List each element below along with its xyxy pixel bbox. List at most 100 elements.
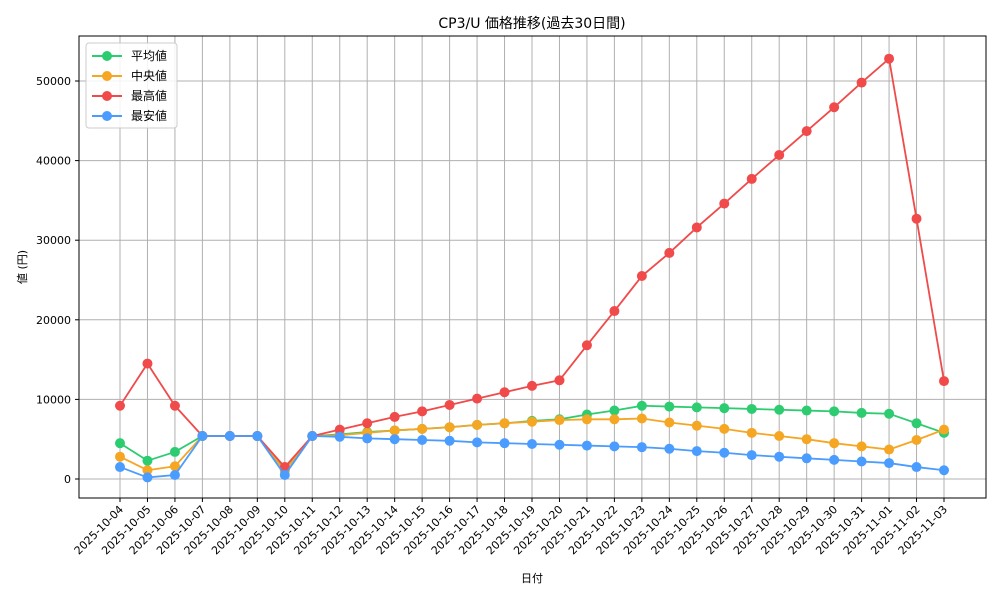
data-point	[362, 418, 373, 429]
data-point	[307, 431, 318, 442]
data-point	[554, 375, 565, 386]
data-point	[142, 465, 153, 476]
data-point	[417, 434, 428, 445]
data-point	[142, 358, 153, 369]
legend-item: 最高値	[92, 88, 167, 103]
data-point	[609, 306, 620, 317]
data-point	[911, 213, 922, 224]
data-point	[664, 417, 675, 428]
data-point	[939, 465, 949, 476]
data-point	[801, 453, 812, 464]
y-tick-label: 40000	[36, 155, 71, 168]
data-point	[115, 451, 125, 462]
data-point	[609, 405, 620, 416]
data-point	[444, 422, 455, 433]
data-point	[527, 438, 537, 449]
y-tick-label: 30000	[36, 234, 71, 247]
data-point	[554, 415, 565, 426]
y-tick-label: 50000	[36, 75, 71, 88]
data-point	[389, 425, 400, 436]
data-point	[472, 393, 483, 404]
chart-title: CP3/U 価格推移(過去30日間)	[438, 16, 625, 32]
data-point	[362, 433, 373, 444]
legend-label: 最高値	[131, 88, 167, 103]
data-point	[719, 403, 730, 414]
data-point	[939, 376, 949, 387]
data-point	[581, 440, 592, 451]
legend-label: 中央値	[131, 68, 167, 83]
data-point	[499, 418, 510, 429]
data-point	[664, 401, 675, 412]
data-point	[664, 443, 675, 454]
data-point	[746, 403, 757, 414]
data-point	[609, 414, 620, 425]
data-point	[527, 380, 537, 391]
data-point	[774, 404, 785, 415]
data-point	[169, 470, 180, 481]
series-3	[115, 431, 949, 483]
data-point	[417, 406, 428, 417]
data-point	[169, 400, 180, 411]
legend-label: 最安値	[131, 108, 167, 123]
legend-marker-icon	[102, 71, 112, 81]
data-point	[197, 431, 208, 442]
data-point	[774, 150, 785, 161]
data-point	[801, 434, 812, 445]
data-point	[527, 416, 537, 427]
data-point	[581, 414, 592, 425]
data-point	[636, 400, 647, 411]
data-point	[444, 435, 455, 446]
data-point	[115, 400, 125, 411]
data-point	[224, 431, 235, 442]
data-point	[472, 419, 483, 430]
data-point	[719, 447, 730, 458]
data-point	[444, 399, 455, 410]
legend-label: 平均値	[131, 48, 167, 63]
data-point	[691, 402, 702, 413]
data-point	[774, 431, 785, 442]
data-point	[609, 441, 620, 452]
data-point	[636, 271, 647, 282]
data-point	[911, 434, 922, 445]
data-point	[719, 423, 730, 434]
x-axis-label: 日付	[521, 572, 543, 585]
data-point	[252, 431, 263, 442]
data-point	[829, 102, 840, 113]
data-point	[856, 77, 867, 88]
data-point	[719, 198, 730, 209]
data-point	[884, 408, 895, 419]
data-point	[801, 126, 812, 137]
data-point	[939, 424, 949, 435]
y-axis-label: 値 (円)	[16, 250, 29, 284]
legend-item: 最安値	[92, 108, 167, 123]
data-point	[856, 441, 867, 452]
data-point	[472, 437, 483, 448]
data-point	[829, 406, 840, 417]
series-2	[115, 53, 949, 473]
legend-box	[85, 42, 178, 129]
data-point	[691, 222, 702, 233]
data-point	[691, 420, 702, 431]
data-point	[746, 173, 757, 184]
data-point	[142, 472, 153, 483]
data-point	[746, 450, 757, 461]
y-axis-ticks: 0 10000 20000 30000 40000 50000	[36, 75, 79, 486]
legend-item: 中央値	[92, 68, 167, 83]
data-point	[334, 424, 345, 435]
y-tick-label: 10000	[36, 393, 71, 406]
data-point	[774, 451, 785, 462]
data-point	[911, 418, 922, 429]
data-point	[911, 462, 922, 473]
data-point	[279, 462, 290, 473]
data-point	[499, 387, 510, 398]
data-point	[636, 442, 647, 453]
data-point	[279, 470, 290, 481]
data-point	[829, 438, 840, 449]
data-point	[801, 405, 812, 416]
data-point	[691, 446, 702, 457]
data-point	[115, 438, 125, 449]
data-point	[636, 413, 647, 424]
y-tick-label: 0	[64, 473, 71, 486]
